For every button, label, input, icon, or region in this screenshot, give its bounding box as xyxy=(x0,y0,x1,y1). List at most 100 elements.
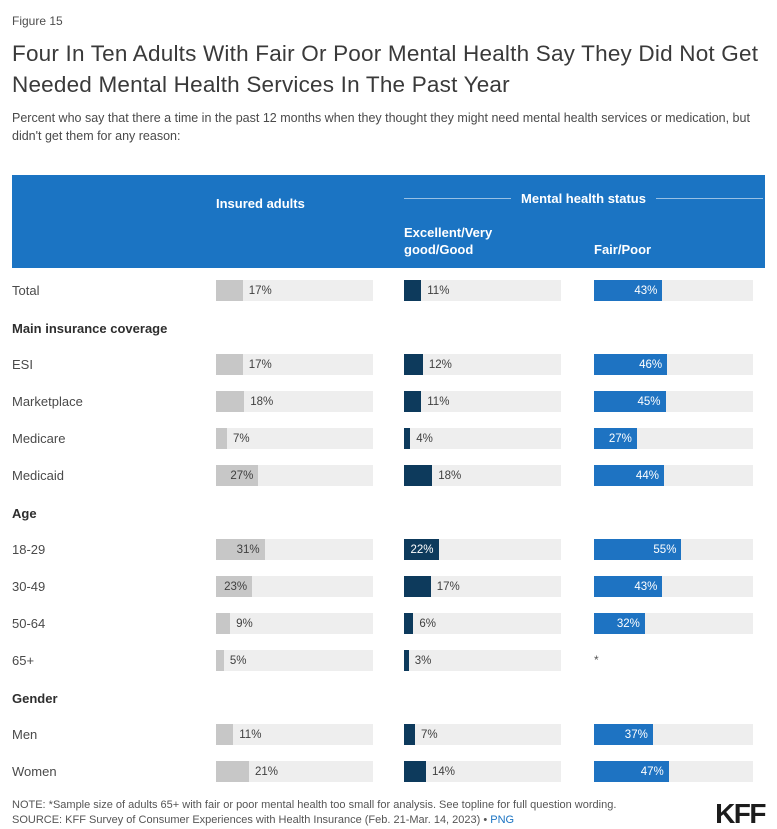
row-label: Women xyxy=(12,764,57,780)
column-header-fair-poor: Fair/Poor xyxy=(594,242,652,258)
value-label: 18% xyxy=(438,469,462,482)
bar-cell: 22% xyxy=(404,539,594,561)
bar-track: 47% xyxy=(594,761,753,783)
table-row: Men 11% 7% 37% xyxy=(12,724,765,746)
bar-fill: 55% xyxy=(594,539,682,561)
bar-track: 5% xyxy=(216,650,373,672)
value-label: 6% xyxy=(419,617,437,630)
group-header-line-right xyxy=(655,198,763,200)
bar-track: 37% xyxy=(594,724,753,746)
png-link[interactable]: PNG xyxy=(490,814,515,827)
bar-cell: 5% xyxy=(216,650,404,672)
group-header-label: Mental health status xyxy=(521,191,646,207)
table-row: Marketplace 18% 11% 45% xyxy=(12,391,765,413)
value-label: 17% xyxy=(248,284,272,297)
bar-fill xyxy=(216,280,243,302)
value-label: 11% xyxy=(427,395,450,408)
bar-track: 17% xyxy=(216,354,373,376)
bar-cell: 46% xyxy=(594,354,765,376)
table-row: Medicare 7% 4% 27% xyxy=(12,428,765,450)
bar-cell: 7% xyxy=(216,428,404,450)
bar-fill xyxy=(216,761,249,783)
value-label: 7% xyxy=(420,728,438,741)
value-label: 11% xyxy=(239,728,262,741)
row-label: 50-64 xyxy=(12,616,46,632)
bar-cell: 7% xyxy=(404,724,594,746)
bar-track: 18% xyxy=(216,391,373,413)
bar-track: 18% xyxy=(404,465,561,487)
group-header: Mental health status xyxy=(404,184,765,213)
section-header-row: Gender xyxy=(12,687,765,708)
figure-label: Figure 15 xyxy=(12,14,63,28)
value-label: 46% xyxy=(639,358,663,371)
bar-fill xyxy=(216,724,234,746)
section-header-row: Age xyxy=(12,502,765,523)
bar-cell: 14% xyxy=(404,761,594,783)
bar-fill xyxy=(404,761,426,783)
table-row: Women 21% 14% 47% xyxy=(12,761,765,783)
table-row: ESI 17% 12% 46% xyxy=(12,354,765,376)
bar-fill: 37% xyxy=(594,724,653,746)
bar-track: 9% xyxy=(216,613,373,635)
bar-track: 27% xyxy=(594,428,753,450)
bar-track: 7% xyxy=(216,428,373,450)
bar-fill xyxy=(404,428,411,450)
value-label: 32% xyxy=(616,617,640,630)
bar-cell: * xyxy=(594,650,765,671)
bar-cell: 4% xyxy=(404,428,594,450)
bar-cell: 11% xyxy=(216,724,404,746)
value-label: 11% xyxy=(427,284,450,297)
bar-cell: 45% xyxy=(594,391,765,413)
bar-fill xyxy=(404,465,433,487)
value-label: 23% xyxy=(224,580,248,593)
bar-fill xyxy=(216,354,243,376)
bar-track: 6% xyxy=(404,613,561,635)
bar-fill: 45% xyxy=(594,391,666,413)
bar-fill xyxy=(404,576,431,598)
section-header-row: Main insurance coverage xyxy=(12,317,765,338)
bar-cell: 55% xyxy=(594,539,765,561)
bar-fill: 32% xyxy=(594,613,645,635)
row-label: Medicaid xyxy=(12,468,65,484)
value-label: 4% xyxy=(416,432,433,445)
bar-track: 11% xyxy=(404,391,561,413)
column-header-excellent-very-good-good: Excellent/Very good/Good xyxy=(404,225,493,258)
bar-fill xyxy=(216,650,224,672)
bar-fill: 44% xyxy=(594,465,664,487)
value-label: 37% xyxy=(624,728,648,741)
row-label: 18-29 xyxy=(12,542,46,558)
kff-logo: KFF xyxy=(715,798,766,829)
table-row: 30-49 23% 17% 43% xyxy=(12,576,765,598)
suppressed-value-asterisk: * xyxy=(594,653,599,668)
footer: NOTE: *Sample size of adults 65+ with fa… xyxy=(12,798,766,829)
value-label: 3% xyxy=(414,654,432,667)
bar-fill xyxy=(216,428,227,450)
footer-notes: NOTE: *Sample size of adults 65+ with fa… xyxy=(12,798,616,829)
bar-cell: 32% xyxy=(594,613,765,635)
bar-fill: 23% xyxy=(216,576,253,598)
value-label: 18% xyxy=(250,395,274,408)
value-label: 43% xyxy=(634,580,658,593)
bar-track: 11% xyxy=(404,280,561,302)
value-label: 17% xyxy=(436,580,460,593)
bar-track: 23% xyxy=(216,576,373,598)
footer-source-text: SOURCE: KFF Survey of Consumer Experienc… xyxy=(12,814,491,827)
group-header-line-left xyxy=(404,198,512,200)
bar-cell: 12% xyxy=(404,354,594,376)
value-label: 27% xyxy=(608,432,632,445)
bar-fill xyxy=(404,280,422,302)
row-label: Marketplace xyxy=(12,394,83,410)
row-label: ESI xyxy=(12,357,33,373)
bar-cell: 11% xyxy=(404,391,594,413)
footer-source: SOURCE: KFF Survey of Consumer Experienc… xyxy=(12,813,616,828)
bar-cell: 3% xyxy=(404,650,594,672)
bar-cell: 27% xyxy=(216,465,404,487)
bar-cell: 31% xyxy=(216,539,404,561)
bar-fill: 43% xyxy=(594,280,663,302)
bar-cell: 47% xyxy=(594,761,765,783)
bar-fill xyxy=(404,650,409,672)
bar-track: 55% xyxy=(594,539,753,561)
value-label: 21% xyxy=(254,765,278,778)
bar-cell: 17% xyxy=(216,280,404,302)
section-header-label: Age xyxy=(12,506,37,522)
